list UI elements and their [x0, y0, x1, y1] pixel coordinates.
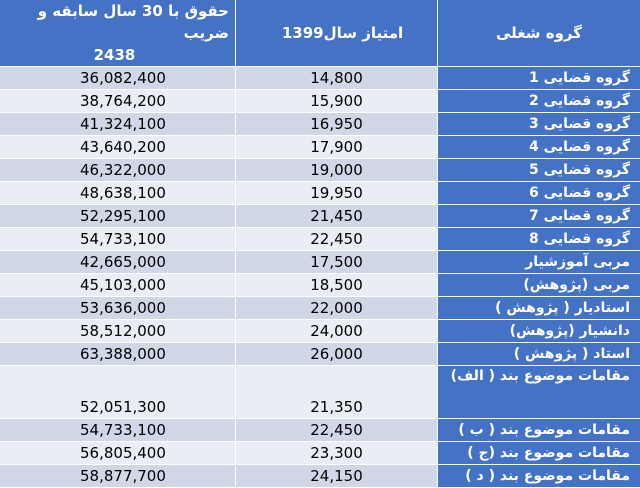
job-group-cell: مقامات موضوع بند (ج ): [438, 442, 640, 465]
salary-cell: 38,764,200: [0, 90, 236, 113]
points-cell: 21,450: [236, 205, 438, 228]
table-row: 41,324,100 16,950 گروه قضایی 3: [0, 113, 640, 136]
table-row: 52,051,300 21,350 مقامات موضوع بند ( الف…: [0, 366, 640, 419]
job-group-cell: مقامات موضوع بند ( الف): [438, 366, 640, 419]
table-row: 54,733,100 22,450 گروه قضایی 8: [0, 228, 640, 251]
salary-cell: 42,665,000: [0, 251, 236, 274]
job-group-cell: گروه قضایی 1: [438, 67, 640, 90]
table-row: 54,733,100 22,450 مقامات موضوع بند ( ب ): [0, 419, 640, 442]
salary-cell: 53,636,000: [0, 297, 236, 320]
table-row: 52,295,100 21,450 گروه قضایی 7: [0, 205, 640, 228]
job-group-cell: مربی آموزشیار: [438, 251, 640, 274]
table-row: 42,665,000 17,500 مربی آموزشیار: [0, 251, 640, 274]
salary-cell: 48,638,100: [0, 182, 236, 205]
salary-cell: 54,733,100: [0, 228, 236, 251]
job-group-cell: گروه قضایی 3: [438, 113, 640, 136]
points-cell: 22,450: [236, 419, 438, 442]
header-salary-line2: 2438: [93, 46, 136, 64]
points-cell: 23,300: [236, 442, 438, 465]
table-row: 48,638,100 19,950 گروه قضایی 6: [0, 182, 640, 205]
points-cell: 17,500: [236, 251, 438, 274]
job-group-cell: گروه قضایی 5: [438, 159, 640, 182]
table-row: 45,103,000 18,500 مربی (پژوهش): [0, 274, 640, 297]
header-salary: حقوق با 30 سال سابقه و ضریب 2438: [0, 0, 236, 67]
job-group-cell: گروه قضایی 4: [438, 136, 640, 159]
salary-cell: 54,733,100: [0, 419, 236, 442]
table-header-row: حقوق با 30 سال سابقه و ضریب 2438 امتیاز …: [0, 0, 640, 67]
table-row: 53,636,000 22,000 استادیار ( پژوهش ): [0, 297, 640, 320]
points-cell: 22,450: [236, 228, 438, 251]
salary-cell: 56,805,400: [0, 442, 236, 465]
points-cell: 24,000: [236, 320, 438, 343]
salary-cell: 63,388,000: [0, 343, 236, 366]
header-points: امتیاز سال1399: [236, 0, 438, 67]
salary-cell: 52,051,300: [0, 366, 236, 419]
table-row: 56,805,400 23,300 مقامات موضوع بند (ج ): [0, 442, 640, 465]
job-group-cell: استاد ( پژوهش ): [438, 343, 640, 366]
job-group-cell: گروه قضایی 2: [438, 90, 640, 113]
job-group-cell: گروه قضایی 6: [438, 182, 640, 205]
points-cell: 24,150: [236, 465, 438, 488]
header-job-group: گروه شغلی: [438, 0, 640, 67]
job-group-cell: دانشیار (پژوهش): [438, 320, 640, 343]
job-group-cell: گروه قضایی 7: [438, 205, 640, 228]
job-group-cell: مقامات موضوع بند ( ب ): [438, 419, 640, 442]
salary-cell: 52,295,100: [0, 205, 236, 228]
table-row: 36,082,400 14,800 گروه قضایی 1: [0, 67, 640, 90]
salary-cell: 43,640,200: [0, 136, 236, 159]
job-group-cell: مقامات موضوع بند ( د ): [438, 465, 640, 488]
points-cell: 15,900: [236, 90, 438, 113]
table-row: 43,640,200 17,900 گروه قضایی 4: [0, 136, 640, 159]
points-cell: 16,950: [236, 113, 438, 136]
job-group-cell: گروه قضایی 8: [438, 228, 640, 251]
points-cell: 26,000: [236, 343, 438, 366]
table-row: 46,322,000 19,000 گروه قضایی 5: [0, 159, 640, 182]
job-group-cell: استادیار ( پژوهش ): [438, 297, 640, 320]
points-cell: 22,000: [236, 297, 438, 320]
salary-cell: 36,082,400: [0, 67, 236, 90]
points-cell: 14,800: [236, 67, 438, 90]
salary-cell: 41,324,100: [0, 113, 236, 136]
points-cell: 17,900: [236, 136, 438, 159]
table-row: 58,512,000 24,000 دانشیار (پژوهش): [0, 320, 640, 343]
table-row: 63,388,000 26,000 استاد ( پژوهش ): [0, 343, 640, 366]
salary-cell: 45,103,000: [0, 274, 236, 297]
job-group-cell: مربی (پژوهش): [438, 274, 640, 297]
salary-cell: 46,322,000: [0, 159, 236, 182]
points-cell: 19,000: [236, 159, 438, 182]
points-cell: 18,500: [236, 274, 438, 297]
salary-cell: 58,877,700: [0, 465, 236, 488]
header-salary-line1: حقوق با 30 سال سابقه و ضریب: [37, 2, 229, 42]
table-row: 58,877,700 24,150 مقامات موضوع بند ( د ): [0, 465, 640, 488]
table-row: 38,764,200 15,900 گروه قضایی 2: [0, 90, 640, 113]
salary-cell: 58,512,000: [0, 320, 236, 343]
points-cell: 19,950: [236, 182, 438, 205]
points-cell: 21,350: [236, 366, 438, 419]
